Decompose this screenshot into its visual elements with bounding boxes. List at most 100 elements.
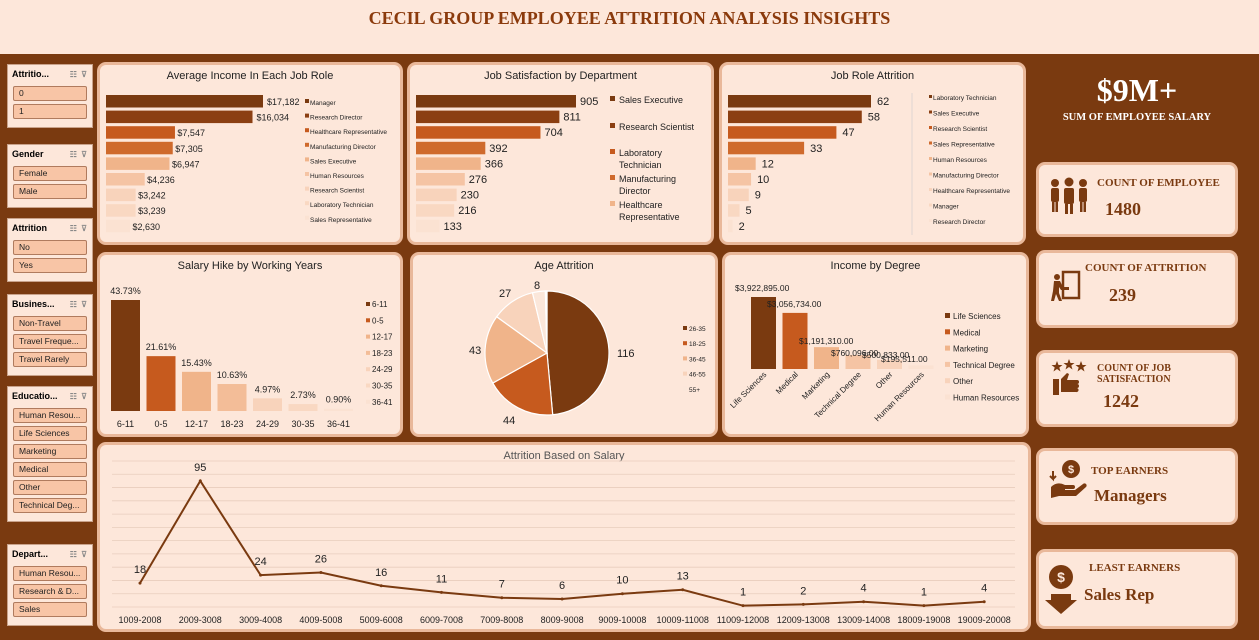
legend-label: 18-25 — [689, 341, 706, 348]
data-label: 4.97% — [255, 384, 281, 394]
x-tick-label: Life Sciences — [728, 370, 768, 410]
x-tick-label: 18-23 — [220, 419, 243, 429]
legend-label: Life Sciences — [953, 312, 1001, 321]
slicer-item[interactable]: Human Resou... — [13, 408, 87, 423]
x-tick-label: 1009-2008 — [118, 615, 161, 625]
bar — [728, 173, 752, 186]
chart-title: Income by Degree — [830, 260, 921, 272]
legend-label: Medical — [953, 328, 981, 337]
data-label: 4 — [981, 583, 987, 595]
kpi-employee: COUNT OF EMPLOYEE 1480 — [1036, 162, 1238, 237]
data-label: 26 — [315, 553, 327, 565]
data-label: 392 — [489, 143, 507, 155]
slicer: Gender ☷ ⊽ Female Male — [7, 144, 93, 208]
slicer-filter-icon[interactable]: ☷ ⊽ — [69, 391, 88, 401]
bar — [814, 347, 839, 369]
legend-label: 24-29 — [372, 365, 393, 374]
slicer-item[interactable]: No — [13, 240, 87, 255]
slicer-item[interactable]: Sales — [13, 602, 87, 617]
slicer-item[interactable]: 1 — [13, 104, 87, 119]
data-point — [198, 479, 202, 483]
data-point — [500, 596, 504, 600]
slicer-item[interactable]: 0 — [13, 86, 87, 101]
legend-label: Human Resources — [933, 157, 988, 164]
slicer-item[interactable]: Research & D... — [13, 584, 87, 599]
slicer-item[interactable]: Female — [13, 166, 87, 181]
x-tick-label: Marketing — [800, 370, 831, 401]
bar — [182, 371, 211, 411]
legend-label: Manufacturing Director — [619, 174, 676, 196]
employee-label: COUNT OF EMPLOYEE — [1097, 177, 1220, 189]
legend-label: Healthcare Representative — [310, 129, 387, 136]
slicer-item[interactable]: Yes — [13, 258, 87, 273]
data-point — [862, 600, 866, 604]
legend-label: 55+ — [689, 387, 700, 394]
data-label: 704 — [544, 127, 562, 139]
bar — [728, 110, 862, 124]
legend-label: 30-35 — [372, 382, 393, 391]
people-icon — [1051, 177, 1087, 214]
data-label: 12 — [762, 158, 774, 170]
data-label: 9 — [755, 190, 761, 202]
legend-label: 26-35 — [689, 326, 706, 333]
data-label: 58 — [868, 112, 880, 124]
data-point — [982, 600, 986, 604]
legend-label: Sales Executive — [310, 158, 357, 165]
slicer-item[interactable]: Human Resou... — [13, 566, 87, 581]
x-tick-label: 3009-4008 — [239, 615, 282, 625]
bar — [106, 141, 173, 155]
attrition-value: 239 — [1109, 285, 1136, 305]
slicer-filter-icon[interactable]: ☷ ⊽ — [69, 223, 88, 233]
data-point — [379, 584, 383, 588]
chart-title: Average Income In Each Job Role — [166, 70, 334, 82]
slicer-item[interactable]: Male — [13, 184, 87, 199]
bar — [416, 219, 440, 233]
slicer-filter-icon[interactable]: ☷ ⊽ — [69, 549, 88, 559]
legend-label: Other — [953, 377, 973, 386]
legend-swatch — [610, 149, 615, 154]
data-label: $7,305 — [175, 144, 203, 154]
data-label: 4 — [861, 583, 867, 595]
legend-label: 6-11 — [372, 300, 388, 309]
x-tick-label: 36-41 — [327, 419, 350, 429]
slicer-item[interactable]: Other — [13, 480, 87, 495]
data-label: 21.61% — [146, 342, 177, 352]
legend-swatch — [683, 356, 687, 361]
legend-swatch — [610, 123, 615, 128]
role-attr-chart: 62 58 47 33 12 10 952 Laboratory Technician Sale… — [728, 93, 1010, 235]
chart-title: Salary Hike by Working Years — [177, 260, 323, 272]
legend-swatch — [305, 186, 309, 191]
data-label: 44 — [503, 415, 515, 427]
legend-label: 0-5 — [372, 316, 384, 325]
x-tick-label: 24-29 — [256, 419, 279, 429]
data-label: 216 — [458, 205, 476, 217]
x-tick-label: 8009-9008 — [541, 615, 584, 625]
bar — [288, 404, 318, 411]
slicer-item[interactable]: Travel Rarely — [13, 352, 87, 367]
legend-swatch — [305, 128, 309, 133]
data-label: $3,056,734.00 — [767, 299, 822, 309]
slicer-header: Educatio... ☷ ⊽ — [8, 387, 92, 405]
slicer: Educatio... ☷ ⊽ Human Resou... Life Science… — [7, 386, 93, 522]
slicer-item[interactable]: Medical — [13, 462, 87, 477]
bar — [416, 126, 541, 139]
slicer-filter-icon[interactable]: ☷ ⊽ — [69, 149, 88, 159]
panel-job-sat: Job Satisfaction by Department 905 811 704… — [407, 62, 714, 245]
data-label: 230 — [461, 190, 479, 202]
x-tick-label: 7009-8008 — [480, 615, 523, 625]
slicer-item[interactable]: Marketing — [13, 444, 87, 459]
slicer-item[interactable]: Travel Freque... — [13, 334, 87, 349]
slicer-filter-icon[interactable]: ☷ ⊽ — [69, 69, 88, 79]
slicer-item[interactable]: Life Sciences — [13, 426, 87, 441]
slicer-filter-icon[interactable]: ☷ ⊽ — [69, 299, 88, 309]
legend-swatch — [683, 371, 687, 376]
slicer-item[interactable]: Technical Deg... — [13, 498, 87, 513]
bar — [106, 110, 253, 124]
legend-swatch — [683, 341, 687, 346]
bar — [324, 408, 353, 411]
page-title: CECIL GROUP EMPLOYEE ATTRITION ANALYSIS … — [368, 8, 891, 28]
bar — [416, 110, 560, 124]
slicer-item[interactable]: Non-Travel — [13, 316, 87, 331]
legend-swatch — [366, 399, 370, 404]
attrition-label: COUNT OF ATTRITION — [1085, 262, 1207, 274]
